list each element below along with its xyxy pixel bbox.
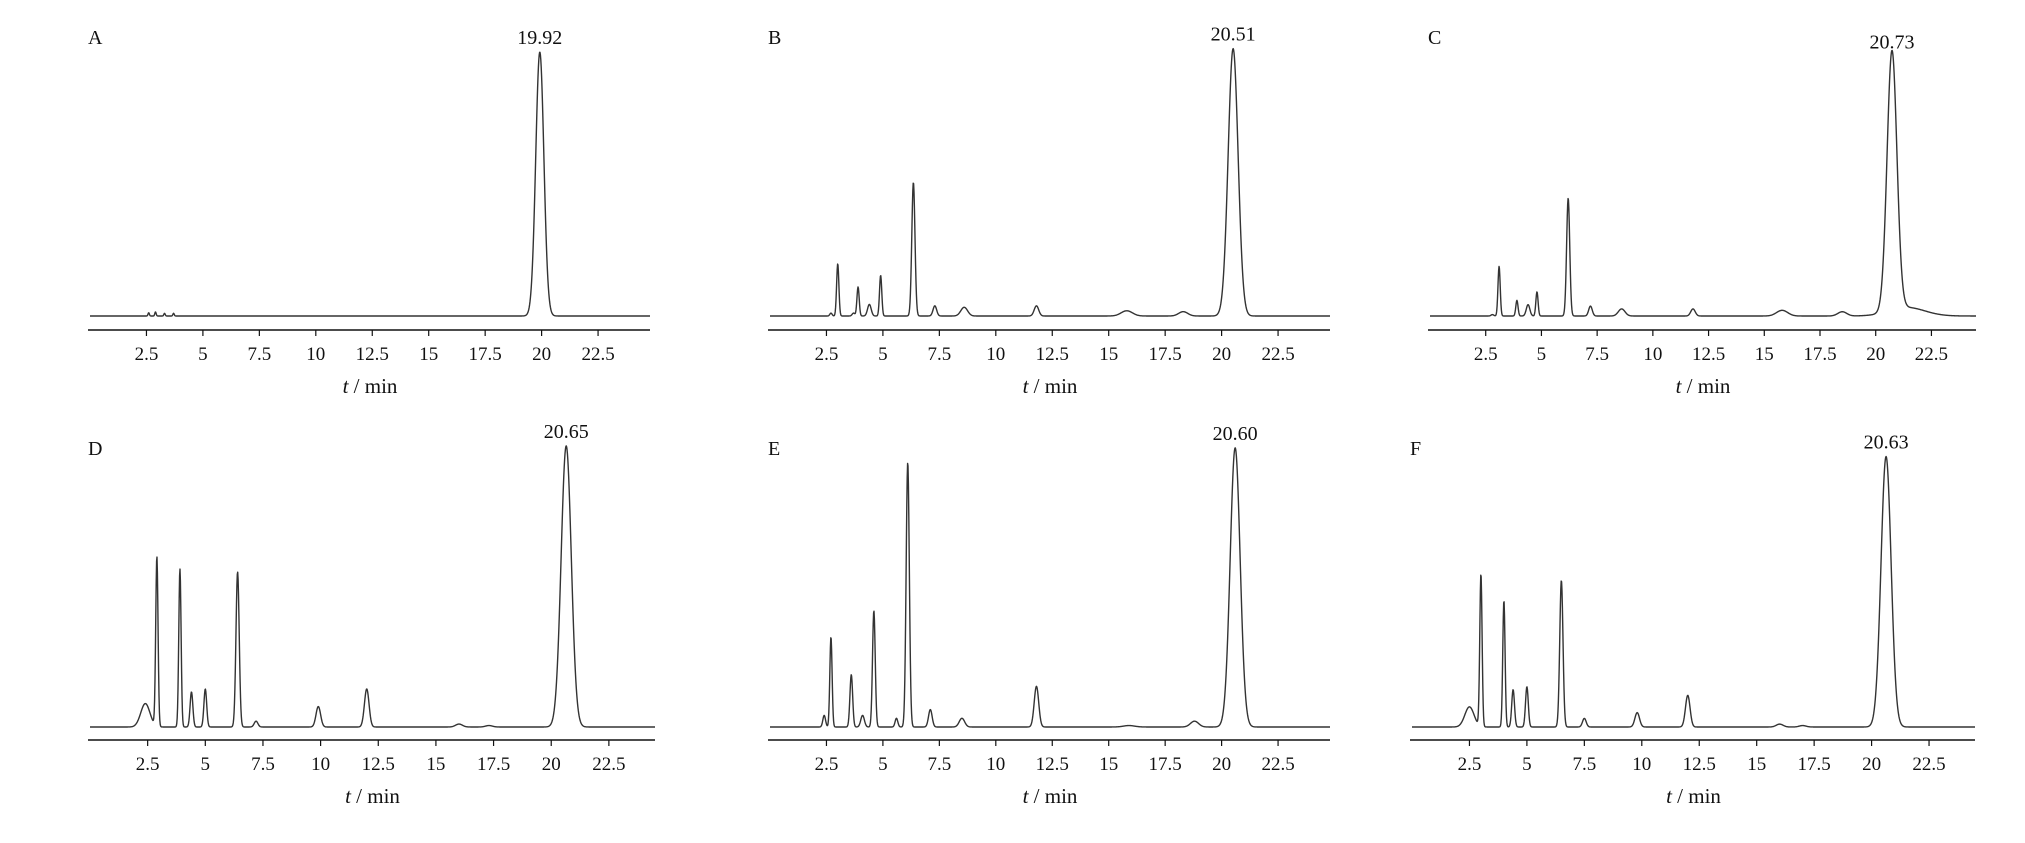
x-axis-label-variable: t [345,784,352,808]
x-axis-label: t / min [1023,784,1078,808]
series-line [89,51,651,317]
x-tick-label: 15 [1747,754,1766,775]
x-tick-label: 15 [1099,754,1118,775]
x-tick-label: 17.5 [1803,344,1836,365]
x-tick-label: 7.5 [247,344,271,365]
panel-c: C 20.73 2.5 5 7.5 10 12.5 15 17.5 20 22.5 t / min [1428,27,1977,398]
x-tick-label: 15 [1755,344,1774,365]
x-tick-label: 22.5 [592,754,625,775]
x-tick-label: 22.5 [1915,344,1948,365]
x-axis-label-unit: / min [1028,784,1078,808]
x-tick-label: 2.5 [136,754,160,775]
x-tick-label: 10 [1643,344,1662,365]
x-axis-label-variable: t [1023,784,1030,808]
x-tick-label: 12.5 [1692,344,1725,365]
x-tick-label: 7.5 [927,344,951,365]
x-tick-label: 2.5 [815,344,839,365]
x-axis-label-unit: / min [1672,784,1722,808]
x-tick-label: 5 [878,754,888,775]
x-tick-label: 10 [306,344,325,365]
x-tick-label: 5 [1537,344,1547,365]
x-tick-label: 22.5 [1261,754,1294,775]
x-tick-label: 5 [1522,754,1532,775]
x-axis-label-unit: / min [1681,374,1731,398]
panel-letter: B [768,27,781,49]
x-tick-label: 7.5 [927,754,951,775]
x-tick-label: 5 [201,754,211,775]
x-axis-label-unit: / min [351,784,401,808]
x-tick-label: 22.5 [1261,344,1294,365]
x-tick-label: 7.5 [1585,344,1609,365]
x-tick-label: 20 [1212,344,1231,365]
peak-label: 20.51 [1211,24,1256,46]
peak-label: 20.73 [1869,31,1914,53]
peak-label: 20.65 [544,421,589,443]
x-axis-label-variable: t [1666,784,1673,808]
panel-letter: D [88,438,102,460]
x-tick-label: 17.5 [1149,754,1182,775]
x-tick-label: 15 [419,344,438,365]
x-axis-label-unit: / min [348,374,398,398]
panel-b: B 20.51 2.5 5 7.5 10 12.5 15 17.5 20 22.5 t / min [768,24,1331,398]
panel-a: A 19.92 2.5 5 7.5 10 12.5 15 17.5 20 22.5 t / min [88,27,651,398]
x-tick-label: 12.5 [1683,754,1716,775]
x-tick-label: 10 [311,754,330,775]
x-axis-label-variable: t [343,374,350,398]
x-tick-label: 12.5 [362,754,395,775]
x-axis-label-variable: t [1023,374,1030,398]
x-tick-label: 10 [1632,754,1651,775]
x-tick-label: 2.5 [1458,754,1482,775]
x-axis-label: t / min [1666,784,1721,808]
x-tick-label: 20 [532,344,551,365]
x-tick-label: 7.5 [251,754,275,775]
x-tick-label: 22.5 [581,344,614,365]
x-tick-label: 2.5 [135,344,159,365]
x-axis-label-unit: / min [1028,374,1078,398]
x-axis-label: t / min [343,374,398,398]
peak-label: 20.60 [1213,423,1258,445]
series-line [89,445,656,728]
x-tick-label: 20 [1212,754,1231,775]
x-tick-label: 20 [1862,754,1881,775]
panel-letter: F [1410,438,1421,460]
x-tick-label: 17.5 [1798,754,1831,775]
panel-f: F 20.63 2.5 5 7.5 10 12.5 15 17.5 20 22.5 t / min [1410,432,1976,808]
peak-label: 19.92 [517,27,562,49]
series-line [769,47,1331,317]
x-tick-label: 20 [1866,344,1885,365]
x-tick-label: 20 [542,754,561,775]
x-axis-label-variable: t [1676,374,1683,398]
x-tick-label: 22.5 [1912,754,1945,775]
x-axis-label: t / min [1676,374,1731,398]
panel-letter: C [1428,27,1441,49]
x-tick-label: 17.5 [469,344,502,365]
x-tick-label: 5 [878,344,888,365]
x-tick-label: 15 [426,754,445,775]
x-tick-label: 17.5 [1149,344,1182,365]
panel-d: D 20.65 2.5 5 7.5 10 12.5 15 17.5 20 22.5 t / min [88,421,656,808]
panel-e: E 20.60 2.5 5 7.5 10 12.5 15 17.5 20 22.5 t / min [768,423,1331,808]
series-line [1411,455,1976,728]
x-tick-label: 15 [1099,344,1118,365]
x-tick-label: 12.5 [1036,344,1069,365]
x-tick-label: 17.5 [477,754,510,775]
x-tick-label: 10 [986,344,1005,365]
x-tick-label: 2.5 [1474,344,1498,365]
x-axis-label: t / min [345,784,400,808]
panel-letter: E [768,438,780,460]
panel-letter: A [88,27,103,49]
x-tick-label: 5 [198,344,208,365]
peak-label: 20.63 [1864,432,1909,454]
x-tick-label: 10 [986,754,1005,775]
x-tick-label: 7.5 [1572,754,1596,775]
series-line [769,447,1331,728]
x-tick-label: 12.5 [356,344,389,365]
x-tick-label: 2.5 [815,754,839,775]
series-line [1429,49,1977,317]
x-axis-label: t / min [1023,374,1078,398]
x-tick-label: 12.5 [1036,754,1069,775]
